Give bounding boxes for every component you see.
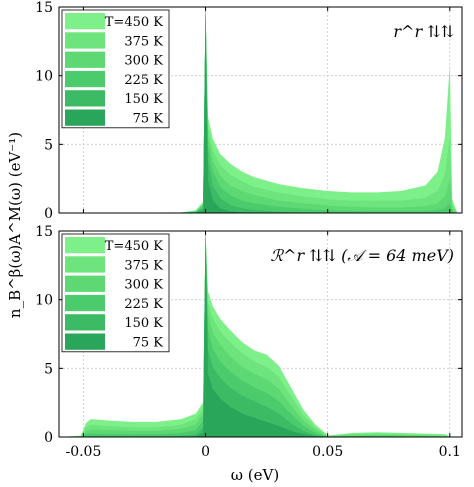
legend-label: T=450 K <box>105 15 164 30</box>
x-tick-label: -0.05 <box>65 444 101 460</box>
y-tick-label: 15 <box>35 0 53 16</box>
legend-label: 375 K <box>124 258 163 273</box>
legend-swatch <box>65 256 105 273</box>
legend-swatch <box>65 294 105 312</box>
area-series-t-450-k <box>59 7 462 213</box>
plot-frame <box>58 230 463 438</box>
x-tick-label: 0 <box>201 444 210 460</box>
y-tick-label: 10 <box>35 293 53 309</box>
top-panel: 0 5 10 15 T=450 K 375 K 300 K 225 K 150 K 75 K r^r… <box>35 0 463 222</box>
x-axis-label: ω (eV) <box>231 466 279 484</box>
panel-annotation: ℛ^r ⇅⇅ (𝒜 = 64 meV) <box>270 246 454 265</box>
y-tick-label: 0 <box>44 206 53 222</box>
y-tick-label: 10 <box>35 69 53 85</box>
legend-label: 75 K <box>133 336 164 351</box>
legend-swatch <box>65 275 105 292</box>
legend-label: 225 K <box>124 297 163 312</box>
y-tick-label: 0 <box>44 430 53 446</box>
legend-label: 150 K <box>124 316 163 331</box>
legend-swatch <box>65 333 105 350</box>
area-series-225-k <box>59 231 462 437</box>
legend: T=450 K 375 K 300 K 225 K 150 K 75 K <box>61 9 170 129</box>
legend-swatch <box>65 237 105 254</box>
legend-label: 300 K <box>124 278 163 293</box>
legend-swatch <box>65 109 105 126</box>
legend-swatch <box>65 51 105 68</box>
legend-swatch <box>65 32 105 49</box>
legend-swatch <box>65 314 105 331</box>
x-tick-label: 0.05 <box>312 444 343 460</box>
legend-swatch <box>65 90 105 107</box>
y-tick-label: 5 <box>44 137 53 153</box>
legend-box <box>61 9 170 129</box>
y-tick-label: 15 <box>35 224 53 240</box>
legend-label: 150 K <box>124 92 163 107</box>
legend-label: 375 K <box>124 34 163 49</box>
legend-label: 75 K <box>133 112 164 127</box>
plot-frame <box>58 6 463 214</box>
y-tick-label: 5 <box>44 361 53 377</box>
legend-box <box>61 233 170 353</box>
legend: T=450 K 375 K 300 K 225 K 150 K 75 K <box>61 233 170 353</box>
legend-label: 300 K <box>124 54 163 69</box>
x-tick-label: 0.1 <box>439 444 461 460</box>
legend-label: T=450 K <box>105 239 164 254</box>
bottom-panel: 0 5 10 15 -0.05 0 0.05 0.1 T=450 K 375 K 300 K 225 … <box>35 224 463 460</box>
legend-swatch <box>65 13 105 30</box>
legend-swatch <box>65 70 105 88</box>
y-axis-label: n_B^β(ω)A^M(ω) (eV⁻¹) <box>6 132 24 318</box>
legend-label: 225 K <box>124 73 163 88</box>
panel-annotation: r^r ⇅⇅ <box>393 22 454 41</box>
